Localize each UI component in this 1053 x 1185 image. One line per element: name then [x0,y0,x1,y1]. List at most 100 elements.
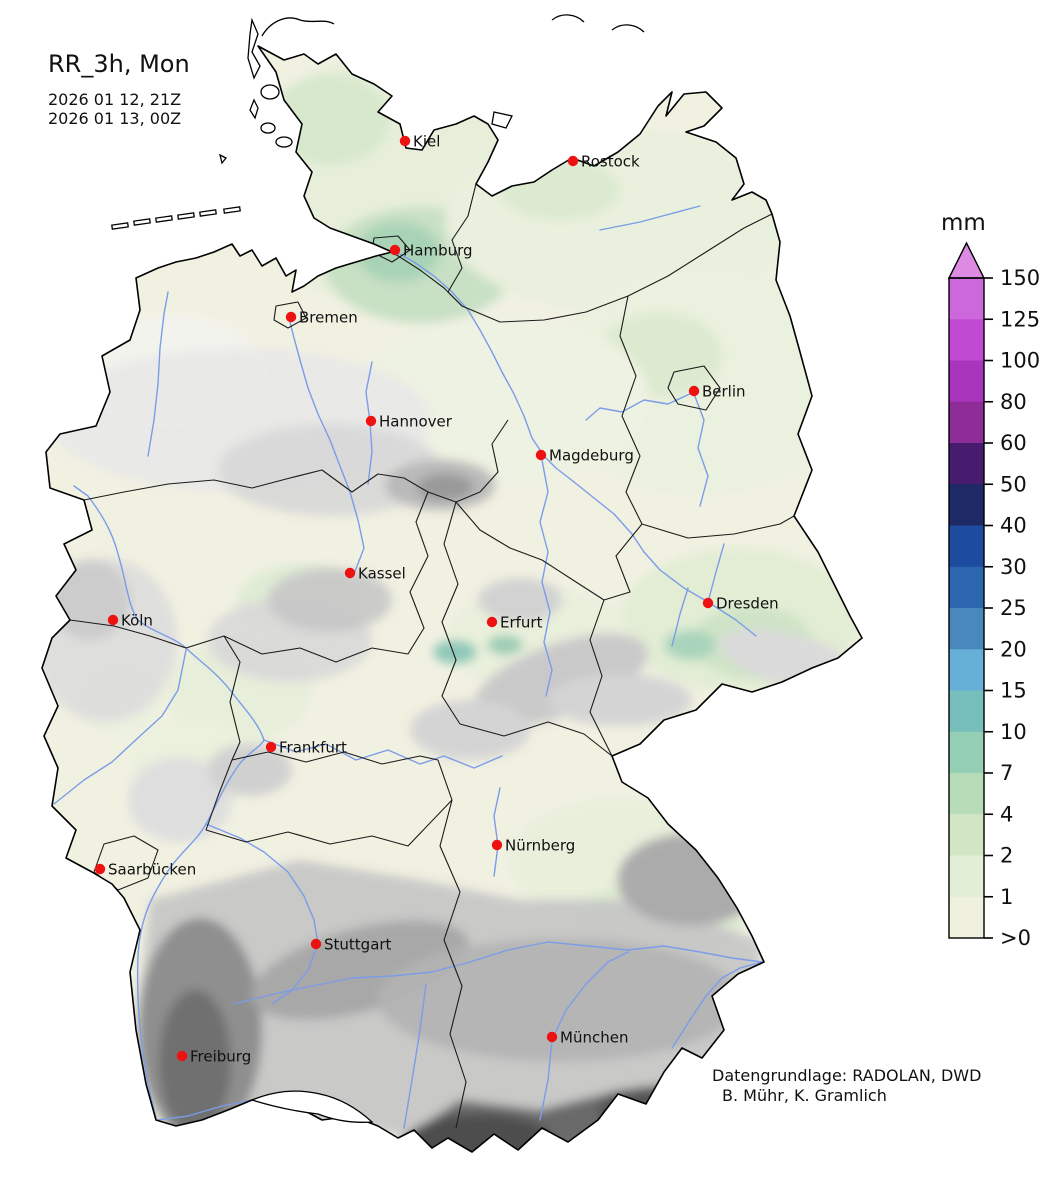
colorbar-tick-label: 80 [1000,390,1027,414]
colorbar-segment [949,608,984,650]
city-label: Dresden [716,595,779,613]
river-peene [599,205,701,231]
city-marker: Köln [107,612,153,630]
river-lech [403,983,427,1129]
city-label: Magdeburg [549,447,634,465]
city-dot [94,863,106,875]
city-label: München [560,1029,628,1047]
island-fehmarn [491,111,513,129]
city-marker: Freiburg [176,1048,251,1066]
river-regnitz [493,787,501,877]
city-label: Nürnberg [505,837,575,855]
city-marker: Magdeburg [535,447,634,465]
state-borders-layer [69,183,795,1129]
city-label: Saarbücken [108,861,196,879]
city-marker: Hannover [365,413,453,431]
city-label: Hamburg [403,242,473,260]
colorbar-segment [949,690,984,733]
colorbar-tick-label: 20 [1000,637,1027,661]
city-dot [702,597,714,609]
island-sylt [247,17,261,80]
city-marker: München [546,1029,628,1047]
colorbar-segment [949,773,984,815]
attribution: Datengrundlage: RADOLAN, DWD B. Mühr, K.… [712,1066,981,1106]
river-neckar [205,823,319,1005]
river-weser [289,321,365,575]
city-dot [546,1031,558,1043]
attribution-source: Datengrundlage: RADOLAN, DWD [712,1066,982,1085]
colorbar-tick-label: 125 [1000,307,1040,331]
city-label: Erfurt [500,614,543,632]
city-dot [285,311,297,323]
colorbar-tick-label: 150 [1000,266,1040,290]
city-dot [688,385,700,397]
city-dot [310,938,322,950]
city-label: Kassel [358,565,406,583]
city-marker: Kiel [399,133,440,151]
city-marker: Frankfurt [265,739,347,757]
city-marker: Stuttgart [310,936,392,954]
colorbar-segment [949,319,984,361]
colorbar-segment [949,855,984,898]
city-marker: Hamburg [389,242,473,260]
colorbar-tick-label: 1 [1000,885,1013,909]
city-dot [486,616,498,628]
colorbar-segment [949,566,984,609]
denmark-fragments [261,14,645,37]
city-label: Köln [121,612,153,630]
city-dot [535,449,547,461]
colorbar-overflow-arrow [947,241,986,279]
city-marker: Erfurt [486,614,543,632]
city-label: Freiburg [190,1048,251,1066]
colorbar-unit-label: mm [941,210,986,236]
city-label: Hannover [379,413,453,431]
map-title: RR_3h, Mon [48,50,190,78]
valid-time-end: 2026 01 13, 00Z [48,109,182,128]
island-helgoland [219,153,228,165]
city-label: Bremen [299,309,358,327]
colorbar-segment [949,896,984,939]
river-danube [233,941,763,1005]
colorbar-tick-label: 100 [1000,349,1040,373]
river-havel [585,391,695,421]
river-rhine [73,485,265,1121]
colorbar-tick-label: 50 [1000,472,1027,496]
river-spree [693,393,709,507]
city-dot [344,567,356,579]
precipitation-colorbar: 150 125 100 80 60 50 40 30 25 20 15 10 7 4 2 1 >0 [947,241,1040,950]
islands-layer [111,14,645,230]
city-label: Kiel [413,133,440,151]
colorbar-tick-label: 60 [1000,431,1027,455]
river-main [263,739,503,769]
attribution-authors: B. Mühr, K. Gramlich [722,1086,887,1105]
city-dot [365,415,377,427]
colorbar-segment [949,401,984,444]
city-marker: Dresden [702,595,779,613]
city-label: Frankfurt [279,739,347,757]
city-dot [399,135,411,147]
city-marker: Saarbücken [94,861,196,879]
east-frisian-islands [111,206,241,230]
city-dot [389,244,401,256]
island-amrum [249,98,259,120]
city-label: Berlin [702,383,746,401]
colorbar-tick-label: 15 [1000,679,1027,703]
river-saale [539,459,553,697]
lake-constance [250,1090,374,1123]
colorbar-segment [949,731,984,774]
colorbar-segment [949,649,984,691]
city-label: Rostock [581,153,640,171]
colorbar-tick-label: 25 [1000,596,1027,620]
city-dot [567,155,579,167]
colorbar-segment [949,525,984,568]
city-dot [107,614,119,626]
island-nordstrand [275,136,293,148]
colorbar-segment [949,814,984,856]
colorbar-tick-label: 40 [1000,514,1027,538]
city-marker: Kassel [344,565,406,583]
germany-outline [41,45,863,1153]
colorbar-segment [949,443,984,485]
colorbar-tick-label: >0 [1000,926,1031,950]
city-marker: Berlin [688,383,746,401]
